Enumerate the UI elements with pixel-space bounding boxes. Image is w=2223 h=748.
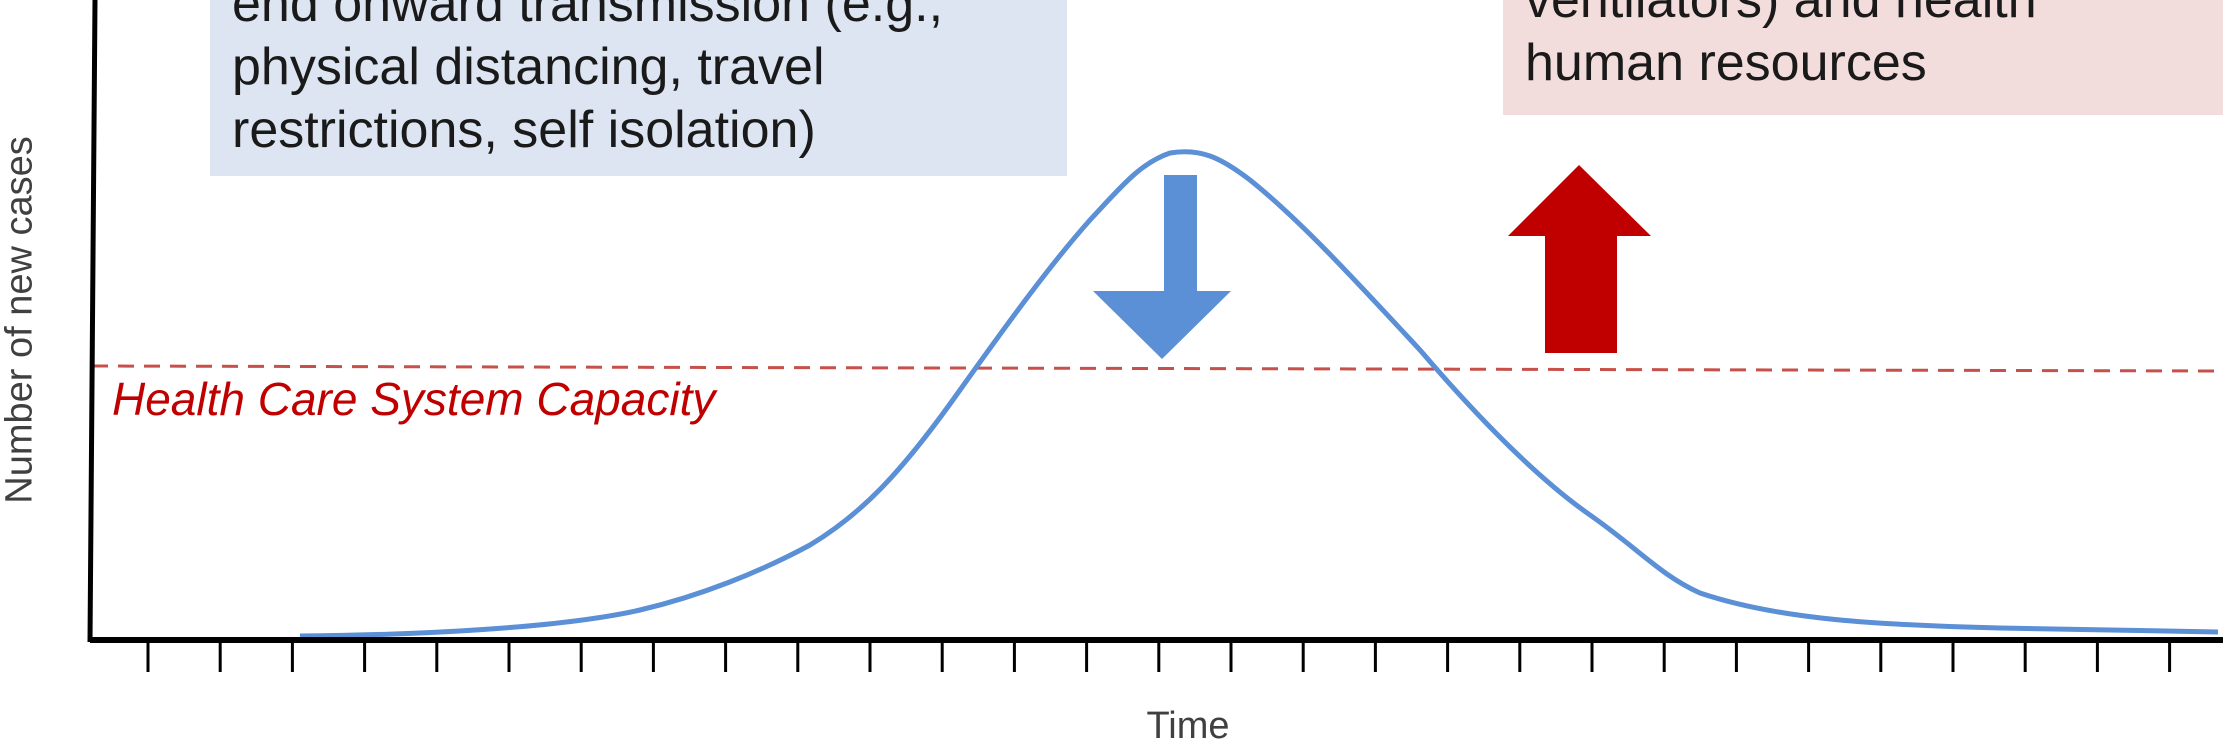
down-arrow bbox=[1093, 175, 1231, 359]
intervention-note-line: restrictions, self isolation) bbox=[232, 101, 816, 159]
intervention-note-line: end onward transmission (e.g., bbox=[232, 0, 944, 33]
epidemic-curve bbox=[299, 149, 2219, 639]
capacity-line bbox=[91, 364, 2223, 373]
x-axis-label: Time bbox=[1146, 705, 1230, 747]
intervention-note-box: end onward transmission (e.g., physical … bbox=[210, 0, 1067, 176]
capacity-note-line: human resources bbox=[1525, 34, 1927, 92]
up-arrow bbox=[1508, 165, 1651, 353]
capacity-note-box: ventilators) and health human resources bbox=[1503, 0, 2223, 115]
capacity-note-line: ventilators) and health bbox=[1525, 0, 2037, 29]
capacity-label: Health Care System Capacity bbox=[112, 373, 716, 425]
y-axis-label: Number of new cases bbox=[0, 136, 41, 504]
x-axis-ticks bbox=[146, 641, 2172, 672]
intervention-note-line: physical distancing, travel bbox=[232, 38, 825, 96]
y-axis-line bbox=[87, 0, 98, 643]
